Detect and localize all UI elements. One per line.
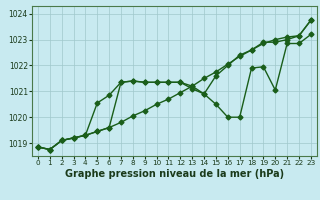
X-axis label: Graphe pression niveau de la mer (hPa): Graphe pression niveau de la mer (hPa) bbox=[65, 169, 284, 179]
